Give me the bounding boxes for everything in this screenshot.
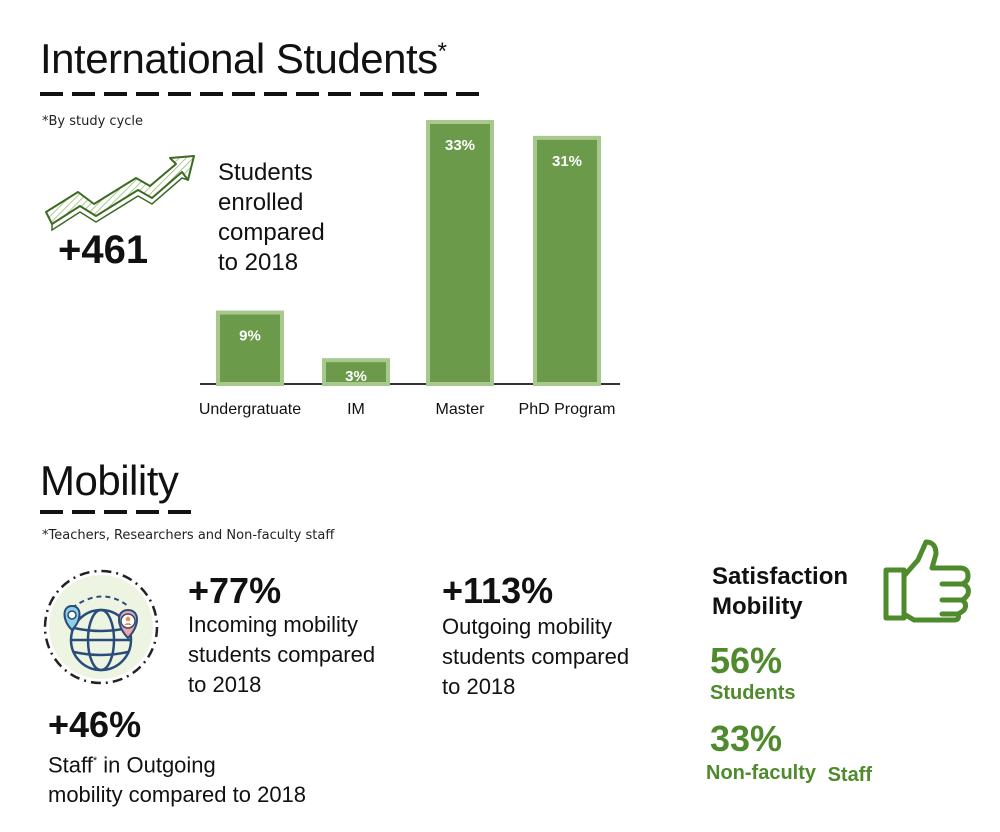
enrollment-increase-value: +461 bbox=[58, 228, 149, 272]
bar-im bbox=[322, 358, 390, 387]
bar-master bbox=[426, 120, 494, 386]
title-divider-dashes bbox=[40, 92, 479, 96]
category-tick-label: PhD Program bbox=[519, 401, 616, 418]
incoming-mobility-caption: Incoming mobility students compared to 2… bbox=[188, 612, 376, 697]
category-tick-label: IM bbox=[347, 401, 365, 418]
study-cycle-note: *By study cycle bbox=[42, 114, 144, 129]
staff-outgoing-value: +46% bbox=[48, 704, 142, 745]
satisfaction-staff-value: 33% bbox=[710, 718, 783, 759]
international-title: International Students* bbox=[40, 35, 447, 82]
thumbs-up-icon bbox=[880, 536, 976, 626]
study-cycle-bar-chart: 9% Undergratuate 3% IM 33% Master 31% PhD Progr… bbox=[199, 120, 620, 418]
bar-value-label: 31% bbox=[552, 153, 582, 170]
satisfaction-title: Satisfaction Mobility bbox=[712, 563, 849, 620]
enrollment-caption: Students enrolled compared to 2018 bbox=[218, 159, 325, 276]
bar-value-label: 9% bbox=[239, 328, 261, 345]
mobility-divider-dashes bbox=[40, 510, 191, 514]
mobility-title: Mobility bbox=[40, 457, 179, 504]
category-tick-label: Undergratuate bbox=[199, 401, 301, 418]
satisfaction-staff-label: Non-faculty Staff bbox=[706, 762, 873, 786]
staff-note: *Teachers, Researchers and Non-faculty s… bbox=[42, 528, 335, 543]
satisfaction-students-value: 56% bbox=[710, 640, 783, 681]
category-tick-label: Master bbox=[436, 401, 486, 418]
outgoing-mobility-caption: Outgoing mobility students compared to 2… bbox=[442, 614, 630, 699]
bar-value-label: 3% bbox=[345, 368, 367, 385]
bar-value-label: 33% bbox=[445, 137, 475, 154]
incoming-mobility-value: +77% bbox=[188, 570, 282, 611]
satisfaction-students-label: Students bbox=[710, 682, 796, 704]
trend-up-arrow-icon bbox=[38, 150, 198, 240]
bar-undergratuate bbox=[216, 310, 284, 386]
globe-location-pins-icon bbox=[42, 568, 160, 686]
bar-phd-program bbox=[533, 135, 601, 387]
outgoing-mobility-value: +113% bbox=[442, 570, 554, 611]
staff-outgoing-caption: Staff* in Outgoing mobility compared to … bbox=[48, 752, 307, 808]
